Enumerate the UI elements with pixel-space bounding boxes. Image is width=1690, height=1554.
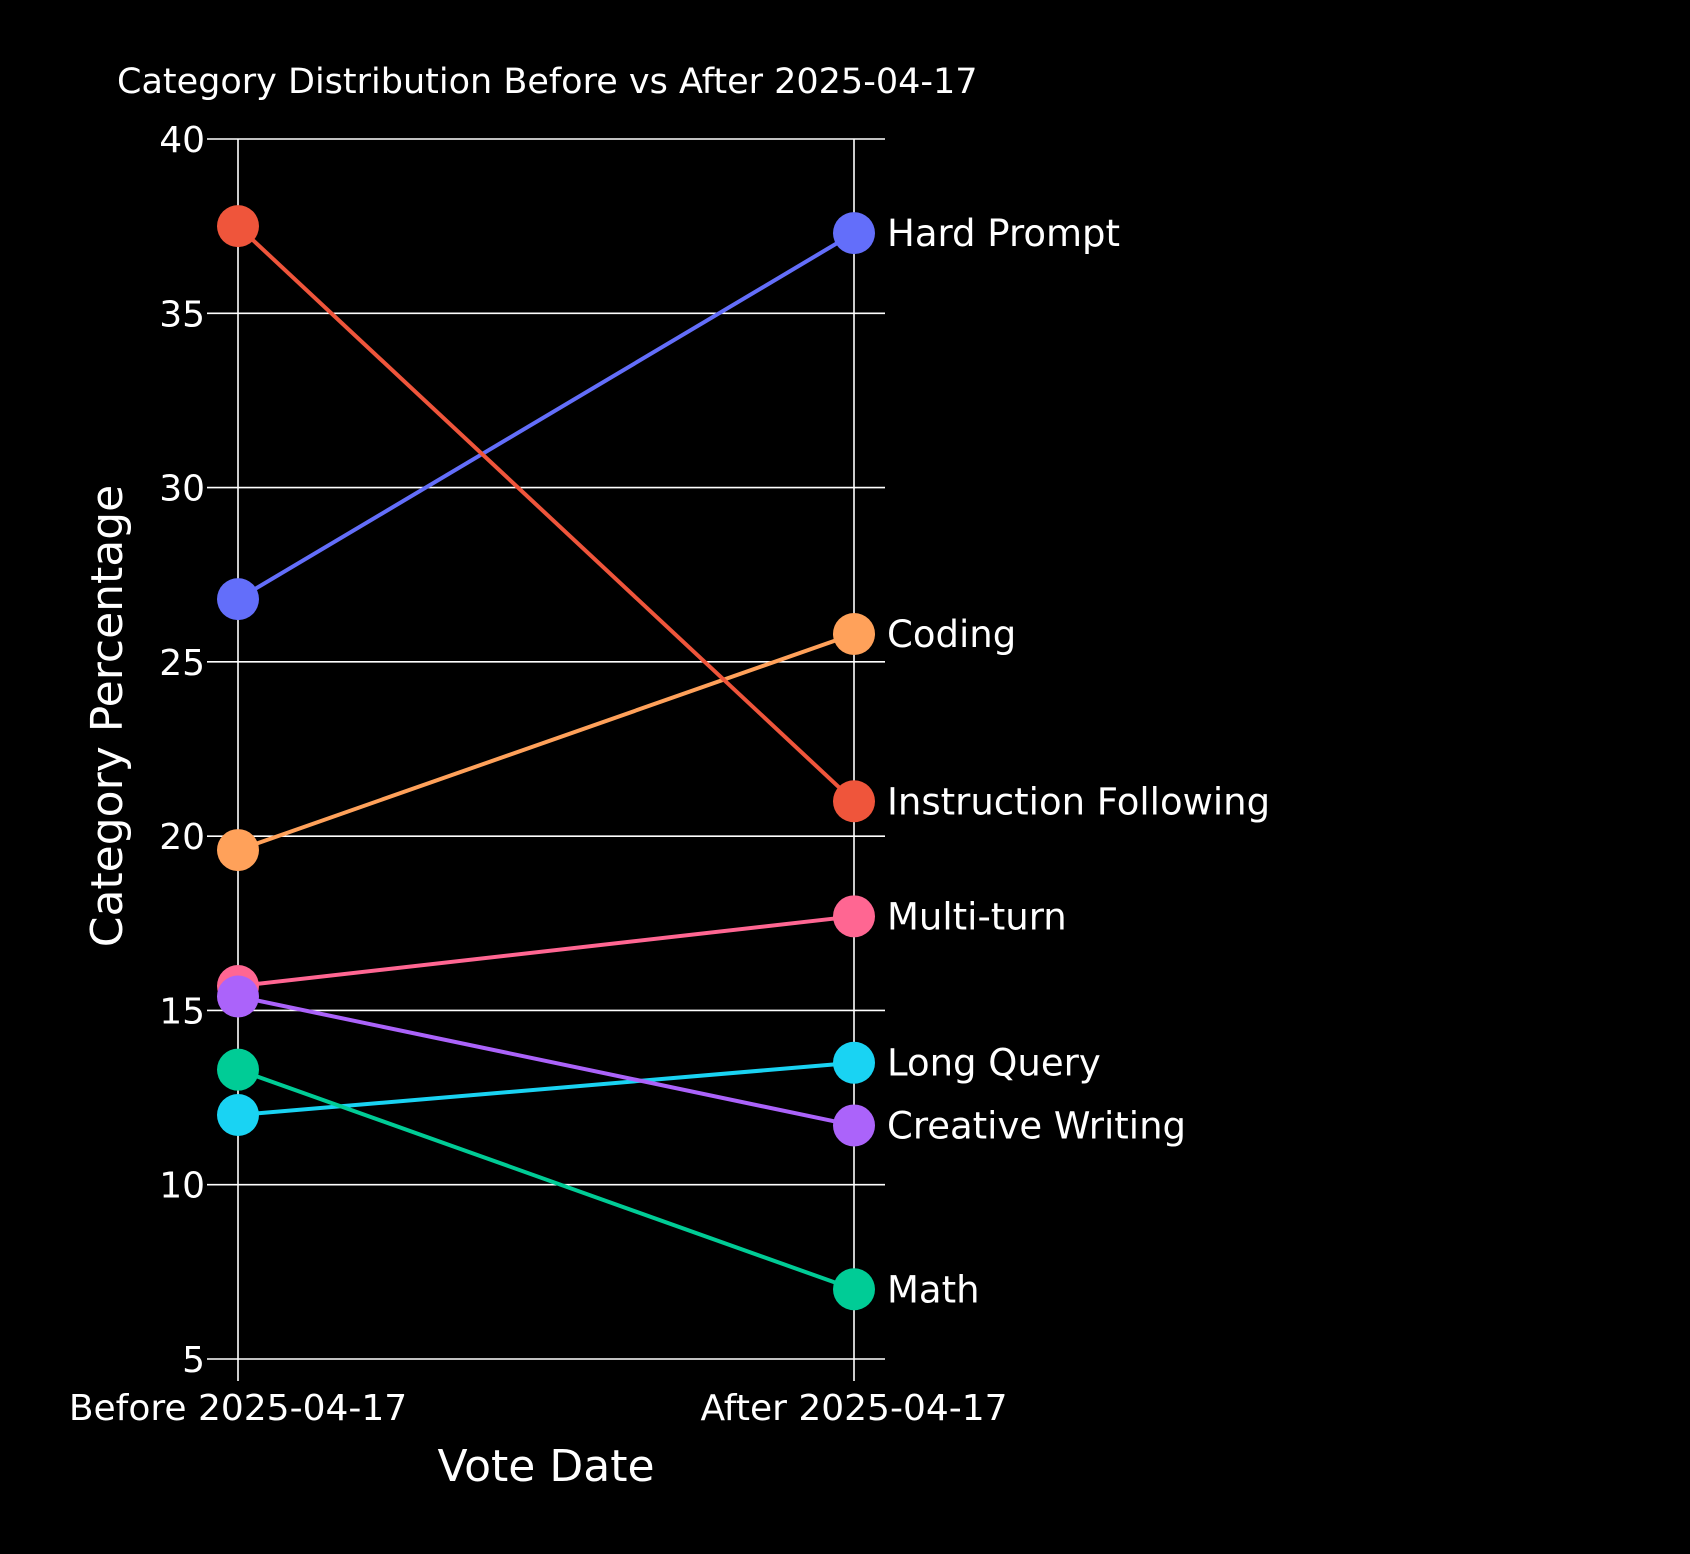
y-tick-label: 15 bbox=[159, 991, 205, 1032]
y-tick-label: 25 bbox=[159, 643, 205, 684]
series-label: Hard Prompt bbox=[887, 212, 1120, 255]
y-tick-label: 10 bbox=[159, 1166, 205, 1207]
y-tick-label: 20 bbox=[159, 817, 205, 858]
series-points bbox=[217, 205, 875, 1311]
data-point bbox=[833, 895, 875, 938]
data-point bbox=[217, 578, 259, 621]
data-point bbox=[833, 1104, 875, 1147]
data-point bbox=[217, 829, 259, 872]
series-line bbox=[237, 632, 855, 852]
chart-title: Category Distribution Before vs After 20… bbox=[117, 62, 978, 102]
data-point bbox=[833, 1268, 875, 1311]
data-point bbox=[217, 1094, 259, 1136]
y-tick-label: 40 bbox=[159, 120, 205, 161]
y-axis-title: Category Percentage bbox=[82, 485, 133, 948]
data-point bbox=[833, 612, 875, 655]
series-line bbox=[236, 224, 856, 803]
series-line bbox=[237, 1067, 855, 1292]
series-label: Multi-turn bbox=[887, 895, 1067, 938]
y-tick-label: 30 bbox=[159, 469, 205, 510]
series-line bbox=[237, 994, 855, 1128]
series-label: Creative Writing bbox=[887, 1104, 1186, 1147]
data-point bbox=[833, 212, 875, 255]
data-point bbox=[217, 1048, 259, 1091]
series-label: Instruction Following bbox=[887, 780, 1270, 823]
x-tick-label: After 2025-04-17 bbox=[700, 1388, 1007, 1429]
data-point bbox=[833, 1041, 875, 1084]
series-label: Math bbox=[887, 1268, 980, 1311]
grid bbox=[207, 138, 885, 1381]
y-tick-label: 35 bbox=[159, 294, 205, 335]
y-axis-ticks: 5 10 15 20 25 30 35 40 bbox=[159, 120, 205, 1381]
x-tick-label: Before 2025-04-17 bbox=[69, 1388, 407, 1429]
series-line bbox=[237, 914, 855, 989]
data-point bbox=[217, 205, 259, 248]
series-labels: Hard Prompt Coding Instruction Following Mu… bbox=[887, 212, 1270, 1311]
x-axis-ticks: Before 2025-04-17 After 2025-04-17 bbox=[69, 1388, 1008, 1429]
series-lines bbox=[236, 224, 856, 1292]
series-label: Long Query bbox=[887, 1042, 1101, 1085]
series-label: Coding bbox=[887, 613, 1016, 656]
data-point bbox=[833, 780, 875, 823]
x-axis-title: Vote Date bbox=[437, 1441, 654, 1492]
series-line bbox=[236, 231, 856, 601]
y-tick-label: 5 bbox=[182, 1340, 205, 1381]
data-point bbox=[217, 975, 259, 1018]
